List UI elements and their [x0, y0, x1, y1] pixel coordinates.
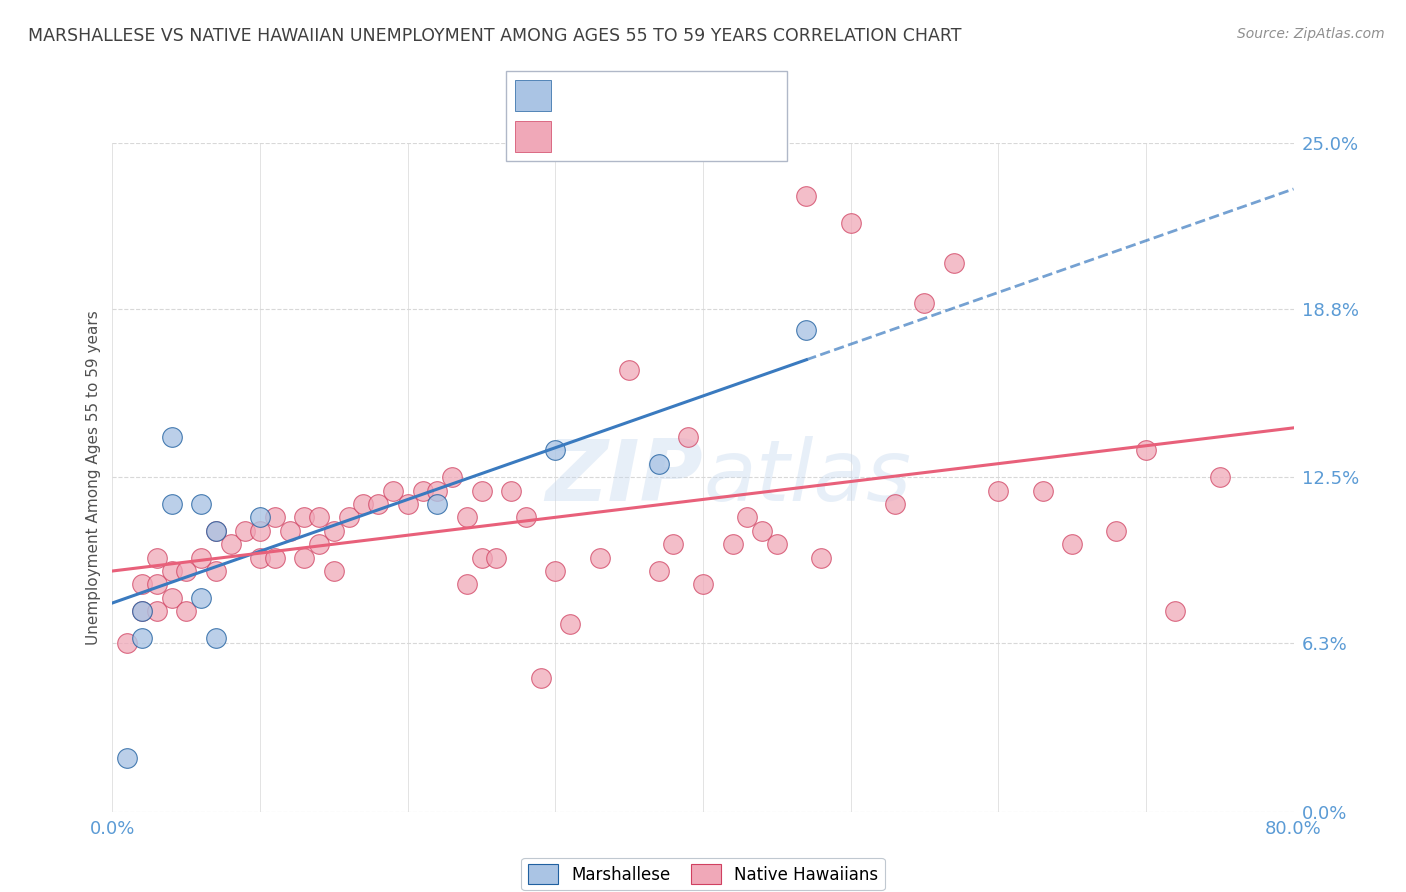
Point — [796, 189, 818, 203]
Point — [292, 550, 315, 565]
Point — [146, 604, 169, 618]
Bar — [515, 121, 551, 152]
Point — [264, 550, 287, 565]
Text: Source: ZipAtlas.com: Source: ZipAtlas.com — [1237, 27, 1385, 41]
Point — [456, 577, 478, 591]
Point — [174, 604, 197, 618]
Point — [308, 537, 330, 551]
Point — [249, 550, 271, 565]
Point — [678, 430, 700, 444]
Point — [131, 604, 153, 618]
Text: R = 0.301   N = 75: R = 0.301 N = 75 — [562, 127, 733, 145]
Point — [412, 483, 434, 498]
Text: MARSHALLESE VS NATIVE HAWAIIAN UNEMPLOYMENT AMONG AGES 55 TO 59 YEARS CORRELATIO: MARSHALLESE VS NATIVE HAWAIIAN UNEMPLOYM… — [28, 27, 962, 45]
Point — [692, 577, 714, 591]
Point — [337, 510, 360, 524]
Y-axis label: Unemployment Among Ages 55 to 59 years: Unemployment Among Ages 55 to 59 years — [86, 310, 101, 645]
Point — [308, 510, 330, 524]
Point — [1208, 470, 1232, 484]
Point — [560, 617, 582, 632]
Point — [456, 510, 478, 524]
Bar — [515, 80, 551, 111]
Point — [367, 497, 389, 511]
Point — [619, 363, 641, 377]
Point — [146, 577, 169, 591]
Point — [914, 296, 936, 310]
Point — [662, 537, 685, 551]
Point — [205, 524, 228, 538]
Point — [501, 483, 523, 498]
Point — [278, 524, 301, 538]
Point — [721, 537, 744, 551]
Point — [382, 483, 405, 498]
Point — [160, 564, 183, 578]
Point — [190, 591, 212, 605]
Point — [174, 564, 197, 578]
Point — [839, 216, 862, 230]
Legend: Marshallese, Native Hawaiians: Marshallese, Native Hawaiians — [522, 858, 884, 890]
Point — [647, 457, 671, 471]
Point — [751, 524, 773, 538]
Point — [1164, 604, 1187, 618]
Point — [647, 564, 671, 578]
Point — [160, 430, 183, 444]
Point — [146, 550, 169, 565]
Point — [323, 564, 346, 578]
Point — [1135, 443, 1157, 458]
Text: atlas: atlas — [703, 435, 911, 519]
Point — [160, 497, 183, 511]
Point — [131, 631, 153, 645]
Point — [426, 497, 449, 511]
Point — [396, 497, 419, 511]
Point — [219, 537, 242, 551]
Point — [810, 550, 832, 565]
Point — [323, 524, 346, 538]
Point — [160, 591, 183, 605]
Point — [117, 751, 138, 765]
Point — [884, 497, 907, 511]
FancyBboxPatch shape — [506, 71, 787, 161]
Point — [205, 524, 228, 538]
Point — [292, 510, 315, 524]
Point — [352, 497, 374, 511]
Point — [766, 537, 789, 551]
Point — [544, 443, 567, 458]
Text: R = 0.389   N = 14: R = 0.389 N = 14 — [562, 87, 733, 104]
Point — [249, 510, 271, 524]
Point — [131, 604, 153, 618]
Point — [205, 564, 228, 578]
Point — [485, 550, 508, 565]
Text: ZIP: ZIP — [546, 435, 703, 519]
Point — [441, 470, 464, 484]
Point — [515, 510, 537, 524]
Point — [233, 524, 256, 538]
Point — [117, 636, 138, 650]
Point — [190, 497, 212, 511]
Point — [131, 577, 153, 591]
Point — [470, 550, 494, 565]
Point — [737, 510, 759, 524]
Point — [987, 483, 1010, 498]
Point — [264, 510, 287, 524]
Point — [942, 256, 965, 270]
Point — [588, 550, 610, 565]
Point — [1032, 483, 1054, 498]
Point — [796, 323, 818, 337]
Point — [190, 550, 212, 565]
Point — [1062, 537, 1084, 551]
Point — [544, 564, 567, 578]
Point — [529, 671, 551, 685]
Point — [1105, 524, 1128, 538]
Point — [426, 483, 449, 498]
Point — [249, 524, 271, 538]
Point — [470, 483, 494, 498]
Point — [205, 631, 228, 645]
